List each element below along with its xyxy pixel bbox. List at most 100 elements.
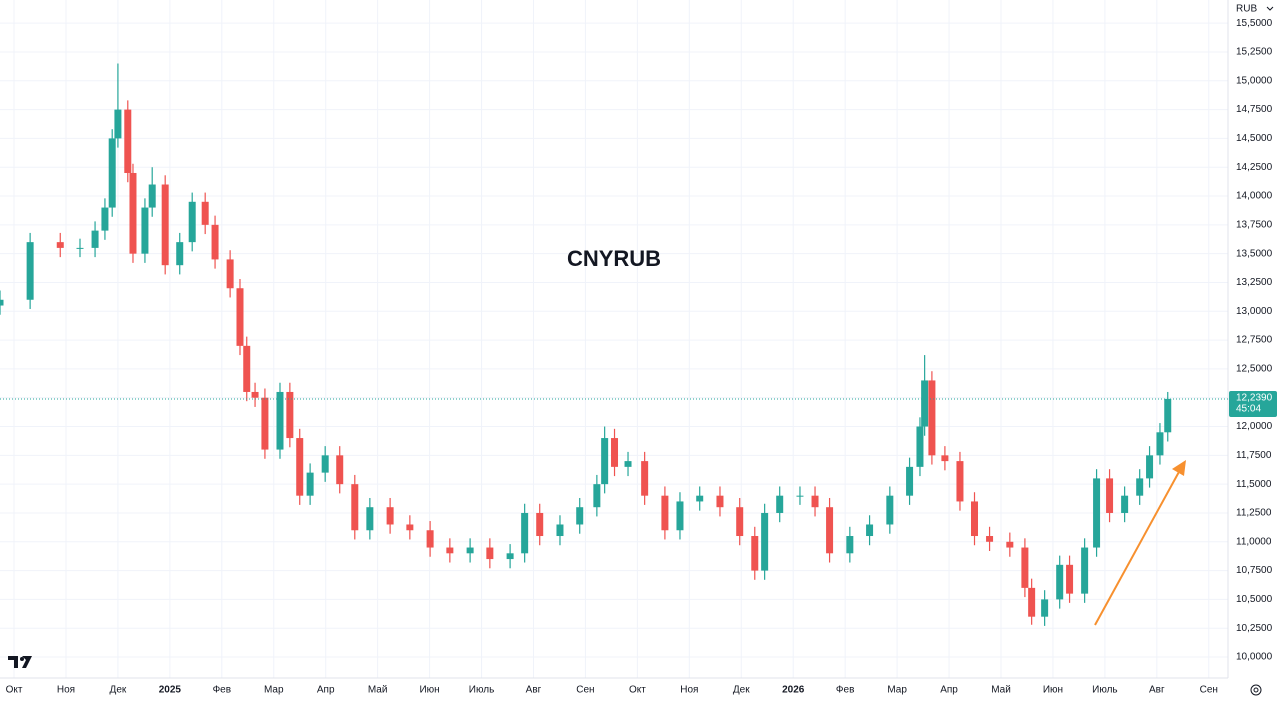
candle-body	[1006, 541, 1014, 548]
y-tick-label: 13,7500	[1236, 219, 1273, 230]
x-tick-label: Июль	[1092, 685, 1118, 696]
candle-body	[716, 495, 724, 508]
y-tick-label: 12,7500	[1236, 335, 1273, 346]
y-tick-label: 15,0000	[1236, 75, 1273, 86]
grid	[0, 0, 1228, 678]
x-tick-label: Фев	[213, 685, 231, 696]
x-tick-label: 2025	[159, 685, 182, 696]
candle-body	[1164, 398, 1172, 433]
candle-body	[641, 461, 649, 496]
candle-body	[1081, 547, 1089, 594]
arrow-head	[1172, 460, 1186, 476]
y-tick-label: 13,2500	[1236, 277, 1273, 288]
candle-body	[211, 224, 219, 260]
chart-title: CNYRUB	[567, 246, 661, 271]
candle-body	[124, 109, 132, 173]
x-tick-label: Мар	[264, 685, 284, 696]
candle-body	[486, 547, 494, 560]
candle-body	[26, 242, 34, 300]
candle-body	[593, 484, 601, 508]
candle-body	[736, 507, 744, 537]
y-tick-label: 15,2500	[1236, 47, 1273, 58]
candle-body	[276, 391, 284, 450]
candle-body	[796, 495, 804, 497]
y-tick-label: 12,5000	[1236, 364, 1273, 375]
candle-body	[506, 553, 514, 560]
y-tick-label: 10,5000	[1236, 594, 1273, 605]
candle-body	[114, 109, 122, 139]
candle-body	[351, 484, 359, 531]
candle-body	[366, 507, 374, 531]
x-tick-label: Фев	[836, 685, 854, 696]
candle-body	[846, 536, 854, 554]
candle-body	[826, 507, 834, 554]
y-tick-label: 13,5000	[1236, 248, 1273, 259]
x-tick-label: Июн	[419, 685, 439, 696]
candle-body	[1156, 432, 1164, 456]
candle-body	[321, 455, 329, 473]
x-tick-label: Авг	[526, 685, 542, 696]
y-tick-label: 11,5000	[1236, 479, 1272, 490]
candle-body	[661, 495, 669, 531]
candle-body	[426, 530, 434, 548]
candle-body	[971, 501, 979, 537]
candle-body	[336, 455, 344, 485]
candle-body	[406, 524, 414, 531]
candle-body	[1093, 478, 1101, 548]
y-tick-label: 10,7500	[1236, 565, 1273, 576]
candle-body	[601, 438, 609, 485]
candle-body	[696, 495, 704, 502]
candle-body	[141, 207, 149, 254]
x-tick-label: 2026	[782, 685, 805, 696]
candle-body	[1021, 547, 1029, 588]
y-tick-label: 11,2500	[1236, 508, 1272, 519]
candle-body	[176, 242, 184, 266]
x-tick-label: Окт	[6, 685, 23, 696]
candle-body	[148, 184, 156, 208]
logo[interactable]	[8, 656, 32, 668]
candle-body	[296, 438, 304, 496]
last-price-box	[1229, 390, 1277, 417]
candle-body	[941, 455, 949, 462]
candle-body	[129, 172, 137, 254]
candle-body	[101, 207, 109, 231]
y-tick-label: 10,0000	[1236, 652, 1273, 663]
settings-icon[interactable]	[1250, 684, 1262, 696]
x-tick-label: Апр	[940, 685, 958, 696]
candle-body	[56, 242, 64, 248]
arrow	[1094, 469, 1181, 626]
candle-body	[811, 495, 819, 508]
x-tick-label: Дек	[733, 685, 750, 696]
x-tick-label: Июн	[1043, 685, 1063, 696]
candle-body	[226, 259, 234, 289]
candle-body	[624, 461, 632, 467]
candle-body	[236, 288, 244, 346]
candle-body	[76, 247, 84, 249]
currency-label[interactable]: RUB	[1236, 4, 1257, 15]
candle-body	[466, 547, 474, 554]
candle-body	[261, 397, 269, 450]
candle-body	[956, 461, 964, 502]
candle-body	[161, 184, 169, 266]
candle-body	[108, 138, 116, 208]
candle-body	[243, 345, 251, 392]
candle-body	[251, 391, 259, 398]
x-tick-label: Апр	[317, 685, 335, 696]
last-price-label: 12,2390	[1236, 393, 1273, 404]
currency-dropdown[interactable]	[1266, 6, 1274, 11]
candle-body	[886, 495, 894, 525]
candle-body	[1066, 564, 1074, 594]
y-tick-label: 12,0000	[1236, 421, 1273, 432]
x-tick-label: Май	[991, 685, 1011, 696]
candle-body	[1121, 495, 1129, 513]
candle-body	[306, 472, 314, 496]
candle-body	[1136, 478, 1144, 496]
candle-body	[1056, 564, 1064, 600]
x-tick-label: Июль	[469, 685, 495, 696]
x-tick-label: Авг	[1149, 685, 1165, 696]
y-tick-label: 11,7500	[1236, 450, 1272, 461]
x-tick-label: Окт	[629, 685, 646, 696]
candle-body	[386, 507, 394, 525]
candle-body	[611, 438, 619, 467]
settings-icon-inner	[1253, 687, 1259, 693]
